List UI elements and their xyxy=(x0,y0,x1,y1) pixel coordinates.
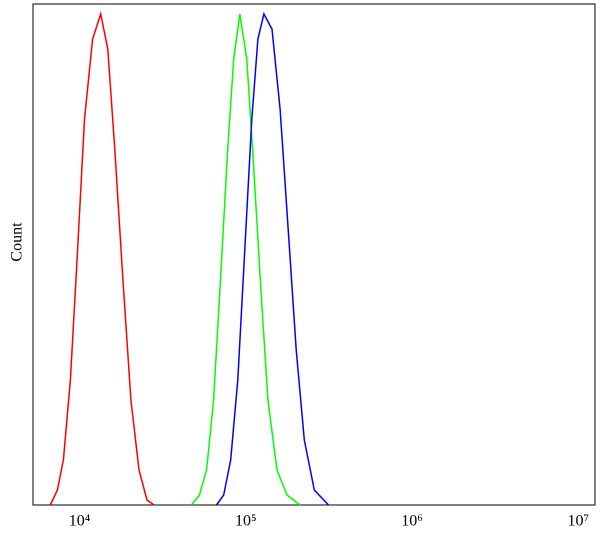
y-axis-label: Count xyxy=(9,222,26,262)
plot-frame xyxy=(32,3,596,506)
histogram-line xyxy=(190,13,301,506)
x-tick-label: 10⁷ xyxy=(568,513,590,530)
x-tick-label: 10⁶ xyxy=(401,513,423,530)
x-tick-label: 10⁵ xyxy=(235,513,257,530)
x-tick-label: 10⁴ xyxy=(69,513,91,530)
histogram-line xyxy=(49,11,155,506)
histogram-line xyxy=(215,11,330,506)
